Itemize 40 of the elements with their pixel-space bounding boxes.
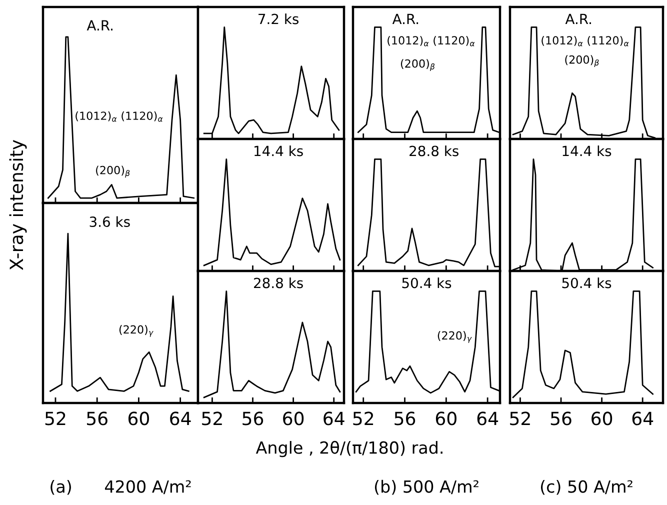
annotation: (200)$_{β}$ bbox=[565, 55, 599, 68]
x-axis-title: Angle , 2θ/(π/180) rad. bbox=[256, 440, 442, 458]
x-tick-label: 60 bbox=[592, 412, 612, 426]
chart-title: 28.8 ks bbox=[254, 277, 303, 288]
chart-title: 7.2 ks bbox=[258, 13, 299, 24]
chart-title: 50.4 ks bbox=[562, 277, 612, 288]
x-tick-label: 60 bbox=[436, 412, 456, 426]
annotation: (1012)$_{α}$ (1120)$_{α}$ bbox=[388, 36, 475, 46]
annotation: (200)$_{β}$ bbox=[96, 166, 130, 178]
chart-title: 14.4 ks bbox=[254, 145, 303, 156]
x-tick-label: 64 bbox=[477, 412, 498, 426]
chart-title: 14.4 ks bbox=[562, 145, 612, 156]
text: (a) 4200 A/m² bbox=[50, 480, 191, 495]
annotation: (1012)$_{α}$ (1120)$_{α}$ bbox=[542, 36, 629, 46]
x-tick-label: 56 bbox=[242, 412, 264, 426]
chart-title: 3.6 ks bbox=[90, 216, 130, 228]
annotation: (220)$_{γ}$ bbox=[119, 325, 154, 337]
x-tick-label: 56 bbox=[550, 412, 572, 426]
x-tick-label: 52 bbox=[45, 412, 66, 426]
annotation: (1012)$_{α}$ (1120)$_{α}$ bbox=[76, 111, 163, 122]
y-axis-title: X-ray intensity bbox=[9, 140, 27, 270]
x-tick-label: 56 bbox=[394, 412, 416, 426]
x-tick-label: 64 bbox=[632, 412, 654, 426]
annotation: (220)$_{γ}$ bbox=[438, 331, 472, 343]
x-tick-label: 60 bbox=[283, 412, 304, 426]
chart-title: A.R. bbox=[392, 14, 418, 24]
chart-title: 50.4 ks bbox=[402, 277, 452, 288]
x-tick-label: 64 bbox=[170, 412, 191, 426]
chart-title: A.R. bbox=[86, 20, 112, 30]
x-tick-label: 60 bbox=[128, 412, 149, 426]
chart-title: 28.8 ks bbox=[410, 145, 458, 156]
annotation: (200)$_{β}$ bbox=[400, 59, 434, 72]
chart-title: A.R. bbox=[565, 14, 591, 24]
x-tick-label: 56 bbox=[87, 412, 108, 426]
x-tick-label: 52 bbox=[202, 412, 222, 426]
x-tick-label: 52 bbox=[510, 412, 530, 426]
text: (b) 500 A/m² bbox=[374, 480, 478, 495]
text: (c) 50 A/m² bbox=[540, 480, 632, 495]
x-tick-label: 52 bbox=[353, 412, 374, 426]
x-tick-label: 64 bbox=[324, 412, 344, 426]
